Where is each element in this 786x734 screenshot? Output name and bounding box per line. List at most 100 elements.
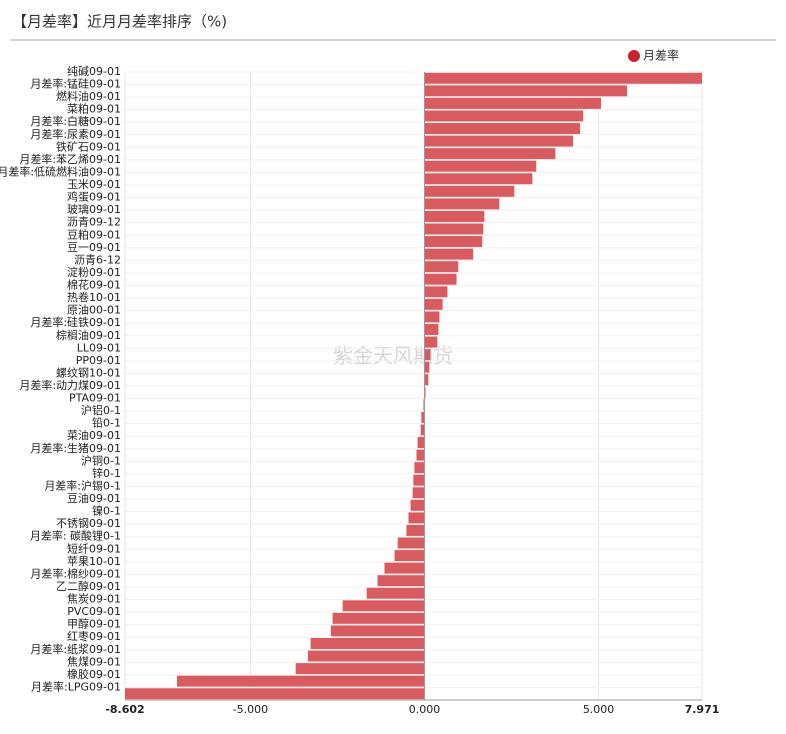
bar (424, 324, 439, 335)
y-tick-label: 豆一09-01 (67, 241, 121, 254)
y-tick-label: 豆粕09-01 (67, 227, 121, 241)
bar (424, 148, 556, 160)
y-tick-label: 镍0-1 (92, 504, 121, 518)
x-tick-label: 5.000 (583, 703, 615, 716)
y-tick-label: 月差率:生猪09-01 (30, 441, 121, 455)
bar (406, 524, 425, 536)
bar (295, 663, 425, 675)
bar (424, 336, 438, 348)
y-tick-label: 原油00-01 (67, 303, 121, 317)
grid (124, 71, 703, 701)
y-tick-label: 沥青09-12 (67, 216, 121, 229)
y-tick-label: 月差率:硅铁09-01 (30, 315, 121, 329)
y-tick-label: 棉花09-01 (67, 278, 121, 292)
y-tick-label: 不锈钢09-01 (56, 517, 121, 530)
bar (424, 273, 457, 285)
y-tick-label: 菜粕09-01 (67, 102, 121, 116)
bar (424, 248, 474, 260)
bar (420, 424, 425, 436)
bar (412, 487, 425, 499)
x-tick-label: 7.971 (685, 703, 720, 716)
y-tick-label: 沪铜0-1 (81, 453, 121, 467)
y-tick-label: 燃料油09-01 (56, 89, 121, 103)
bar (417, 437, 425, 448)
bar (424, 349, 431, 361)
y-tick-label: 月差率:白糖09-01 (30, 114, 121, 128)
y-tick-label: 橡胶09-01 (67, 667, 121, 681)
bar (424, 261, 459, 273)
y-tick-label: 螺纹钢10-01 (56, 365, 121, 379)
legend-swatch (628, 50, 640, 62)
bar (424, 236, 483, 248)
bar (394, 550, 425, 562)
bar (424, 223, 484, 235)
x-tick-label: -8.602 (105, 703, 144, 716)
bar (377, 575, 425, 587)
y-tick-label: 鸡蛋09-01 (67, 190, 121, 204)
bar (330, 625, 425, 637)
y-tick-label: LL09-01 (77, 341, 121, 354)
y-tick-label: 苹果10-01 (67, 554, 121, 568)
y-tick-label: 玉米09-01 (67, 178, 121, 191)
y-tick-label: 月差率:棉纱09-01 (30, 566, 121, 580)
bar (424, 298, 443, 310)
bar (424, 210, 485, 222)
bar (424, 110, 584, 122)
bar (424, 386, 426, 398)
bar (307, 650, 425, 662)
y-tick-label: PVC09-01 (67, 605, 121, 618)
bar (424, 286, 448, 298)
bar (125, 688, 425, 700)
y-tick-label: 月差率:动力煤09-01 (19, 378, 121, 392)
bar (424, 135, 574, 147)
y-tick-label: 豆油09-01 (67, 491, 121, 505)
y-tick-label: 沪铝0-1 (81, 403, 121, 417)
bar (384, 562, 425, 574)
y-tick-label: 甲醇09-01 (67, 617, 121, 631)
y-tick-label: 淀粉09-01 (67, 265, 121, 279)
bar (413, 474, 425, 486)
y-tick-label: 铅0-1 (92, 416, 121, 430)
bar (424, 361, 430, 373)
x-tick-label: 0.000 (409, 703, 441, 716)
chart-title: 【月差率】近月月差率排序（%) (12, 13, 227, 31)
y-tick-label: 月差率:锰硅09-01 (30, 77, 121, 91)
y-tick-label: 铁矿石09-01 (56, 140, 121, 153)
bar (310, 638, 425, 649)
bar (424, 97, 601, 109)
legend-label: 月差率 (643, 48, 679, 63)
bar (424, 198, 500, 210)
bar (414, 462, 425, 474)
bar (176, 675, 425, 687)
bar (366, 587, 425, 599)
bar (410, 499, 425, 511)
bar (421, 411, 425, 423)
y-tick-label: 锌0-1 (92, 466, 121, 480)
bar (424, 311, 440, 323)
bar (424, 173, 533, 185)
bar (342, 600, 425, 612)
x-tick-label: -5.000 (233, 703, 268, 716)
y-tick-label: 焦炭09-01 (67, 593, 121, 606)
y-tick-label: 棕榈油09-01 (56, 328, 121, 342)
bar (397, 537, 425, 549)
y-tick-label: 月差率:尿素09-01 (30, 127, 121, 141)
y-tick-label: 菜油09-01 (67, 428, 121, 442)
y-tick-label: 月差率:苯乙烯09-01 (19, 152, 121, 166)
y-tick-label: 月差率:低硫燃料油09-01 (0, 164, 121, 178)
y-tick-label: 月差率:LPG09-01 (31, 679, 121, 693)
y-tick-label: 红枣09-01 (67, 630, 121, 643)
bar (424, 123, 581, 134)
y-tick-label: 玻璃09-01 (67, 202, 121, 216)
bar (424, 85, 628, 97)
bar (424, 374, 429, 386)
bar (424, 185, 515, 197)
y-tick-label: 短纤09-01 (67, 541, 121, 555)
y-tick-label: 月差率: 碳酸锂0-1 (30, 529, 121, 543)
y-tick-label: 热卷10-01 (67, 290, 121, 304)
y-tick-label: 月差率:沪锡0-1 (44, 478, 121, 492)
bar (408, 512, 425, 524)
y-tick-label: 沥青6-12 (74, 253, 121, 266)
bar (424, 160, 537, 172)
